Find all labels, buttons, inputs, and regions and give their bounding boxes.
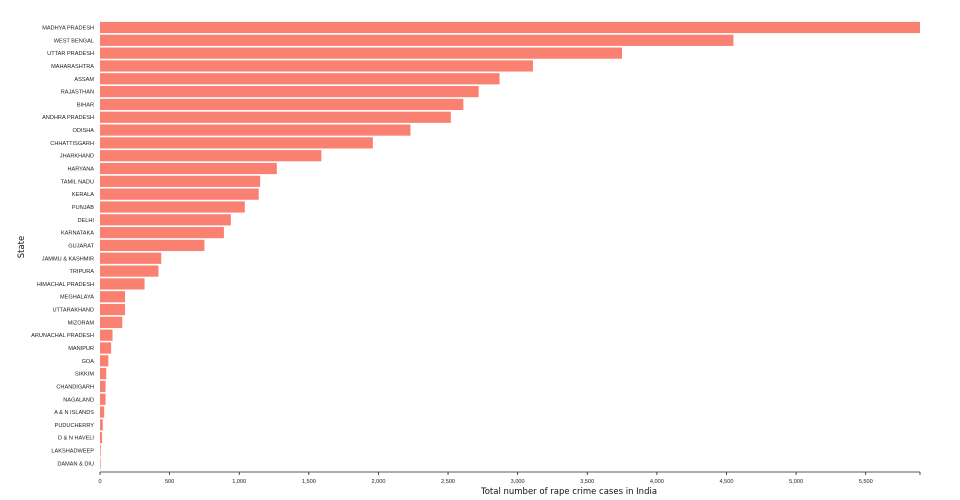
bar-himachal-pradesh <box>100 278 145 290</box>
bar-kerala <box>100 188 259 200</box>
category-label: CHHATTISGARH <box>50 141 94 147</box>
category-label: PUDUCHERRY <box>55 423 95 429</box>
category-label: HIMACHAL PRADESH <box>37 282 94 288</box>
category-label: ARUNACHAL PRADESH <box>31 333 94 339</box>
category-label: DELHI <box>78 218 95 224</box>
x-tick-label: 2,500 <box>441 479 455 485</box>
category-label: PUNJAB <box>72 205 94 211</box>
bar-a-n-islands <box>100 406 105 418</box>
bar-odisha <box>100 124 411 136</box>
bar-rajasthan <box>100 86 479 98</box>
category-label: UTTARAKHAND <box>52 308 94 314</box>
category-label: DAMAN & DIU <box>57 461 94 467</box>
bar-mizoram <box>100 316 123 328</box>
category-label: A & N ISLANDS <box>54 410 94 416</box>
category-label: GUJARAT <box>68 243 94 249</box>
bar-nagaland <box>100 393 106 405</box>
bar-jammu-kashmir <box>100 252 162 264</box>
category-label: MANIPUR <box>68 346 94 352</box>
bar-gujarat <box>100 239 205 252</box>
category-label: TRIPURA <box>69 269 94 275</box>
category-label: ASSAM <box>74 77 94 83</box>
x-tick-label: 2,000 <box>371 479 385 485</box>
category-label: LAKSHADWEEP <box>51 449 94 455</box>
bar-bihar <box>100 98 464 111</box>
bar-sikkim <box>100 368 107 380</box>
bar-maharashtra <box>100 60 533 72</box>
category-label: MIZORAM <box>68 320 95 326</box>
category-label: NAGALAND <box>63 397 94 403</box>
bars-group <box>100 21 920 469</box>
category-label: D & N HAVELI <box>58 436 94 442</box>
category-label: JAMMU & KASHMIR <box>42 256 94 262</box>
bar-daman-diu <box>100 457 101 469</box>
category-labels: MADHYA PRADESH WEST BENGAL UTTAR PRADESH MA… <box>31 26 94 468</box>
category-label: HARYANA <box>67 167 94 173</box>
bar-andhra-pradesh <box>100 111 451 123</box>
category-label: KARNATAKA <box>61 231 94 237</box>
bar-west-bengal <box>100 34 734 46</box>
category-label: TAMIL NADU <box>61 179 94 185</box>
bar-d-n-haveli <box>100 432 103 444</box>
bar-lakshadweep <box>100 444 101 457</box>
category-label: MEGHALAYA <box>60 295 94 301</box>
x-tick-label: 1,500 <box>302 479 316 485</box>
bar-tamil-nadu <box>100 175 261 187</box>
bar-manipur <box>100 342 112 354</box>
category-label: RAJASTHAN <box>61 90 94 96</box>
bar-meghalaya <box>100 291 126 303</box>
x-tick-label: 500 <box>165 479 174 485</box>
category-label: UTTAR PRADESH <box>47 51 94 57</box>
category-label: KERALA <box>72 192 94 198</box>
bar-madhya-pradesh <box>100 21 920 34</box>
bar-uttar-pradesh <box>100 47 623 59</box>
category-label: BIHAR <box>77 102 94 108</box>
bar-punjab <box>100 201 245 213</box>
bar-chandigarh <box>100 380 106 393</box>
category-label: ANDHRA PRADESH <box>42 115 94 121</box>
x-axis-title: Total number of rape crime cases in Indi… <box>480 487 657 497</box>
bar-arunachal-pradesh <box>100 329 113 341</box>
category-label: MAHARASHTRA <box>51 64 94 70</box>
bar-haryana <box>100 162 277 175</box>
bar-uttarakhand <box>100 303 126 316</box>
category-label: JHARKHAND <box>60 154 94 160</box>
x-tick-label: 4,000 <box>650 479 664 485</box>
bar-puducherry <box>100 419 103 431</box>
x-tick-label: 0 <box>98 479 101 485</box>
category-label: CHANDIGARH <box>56 384 94 390</box>
bar-tripura <box>100 265 159 277</box>
category-label: WEST BENGAL <box>54 38 94 44</box>
category-label: ODISHA <box>73 128 95 134</box>
category-label: MADHYA PRADESH <box>42 26 94 32</box>
category-label: GOA <box>82 359 95 365</box>
x-tick-label: 4,500 <box>719 479 733 485</box>
x-tick-label: 3,500 <box>580 479 594 485</box>
bar-assam <box>100 73 500 85</box>
category-label: SIKKIM <box>75 372 94 378</box>
x-tick-label: 3,000 <box>511 479 525 485</box>
x-tick-label: 5,500 <box>859 479 873 485</box>
bar-chhattisgarh <box>100 137 373 149</box>
bar-goa <box>100 355 109 367</box>
bar-jharkhand <box>100 150 322 162</box>
bar-karnataka <box>100 227 224 239</box>
x-axis-ticks: 0 500 1,000 1,500 2,000 2,500 3,000 3,500 4,000 4… <box>98 472 921 485</box>
bar-delhi <box>100 214 231 226</box>
y-axis-title: State <box>17 236 27 259</box>
x-tick-label: 5,000 <box>789 479 803 485</box>
x-tick-label: 1,000 <box>232 479 246 485</box>
